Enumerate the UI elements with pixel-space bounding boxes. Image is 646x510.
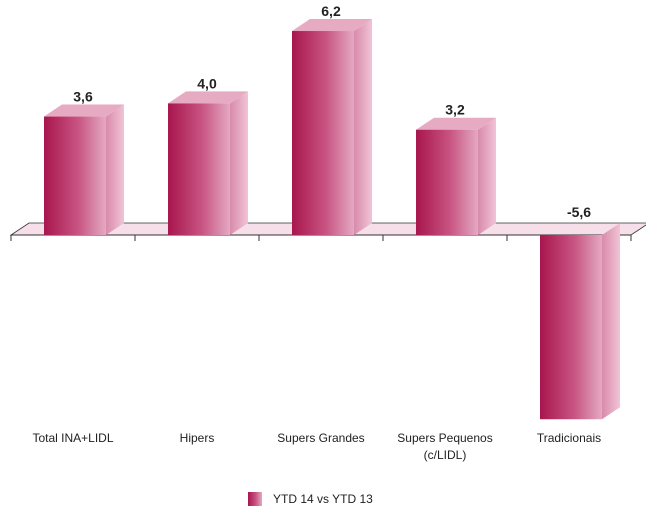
bar bbox=[540, 223, 620, 420]
bar-top bbox=[168, 91, 248, 104]
data-label: -5,6 bbox=[567, 204, 591, 220]
bar-side bbox=[478, 117, 496, 235]
bar-top bbox=[292, 19, 372, 32]
bar-front bbox=[168, 103, 230, 236]
x-tick-label: Hipers bbox=[180, 431, 215, 445]
bar-front bbox=[292, 31, 354, 235]
bar-front bbox=[44, 116, 106, 235]
x-tick-label: Supers Pequenos bbox=[397, 431, 492, 445]
legend-swatch bbox=[248, 492, 262, 506]
bar-side bbox=[106, 104, 124, 235]
bar bbox=[44, 104, 124, 235]
data-label: 3,2 bbox=[445, 102, 465, 118]
x-tick-label: Total INA+LIDL bbox=[32, 431, 113, 445]
bar-side bbox=[230, 91, 248, 236]
bar-top bbox=[416, 117, 496, 130]
legend-label: YTD 14 vs YTD 13 bbox=[273, 492, 373, 506]
data-label: 3,6 bbox=[73, 89, 93, 105]
bar-side bbox=[602, 223, 620, 420]
bar bbox=[168, 91, 248, 236]
bar-front bbox=[540, 235, 602, 420]
data-label: 6,2 bbox=[321, 3, 341, 19]
bar-side bbox=[354, 19, 372, 235]
bar bbox=[292, 19, 372, 235]
bar-top bbox=[44, 104, 124, 117]
bar bbox=[416, 117, 496, 235]
data-label: 4,0 bbox=[197, 75, 217, 91]
x-tick-label: Tradicionais bbox=[537, 431, 601, 445]
bar-front bbox=[416, 129, 478, 235]
legend: YTD 14 vs YTD 13 bbox=[248, 491, 373, 507]
x-tick-label: (c/LIDL) bbox=[424, 448, 467, 462]
x-tick-label: Supers Grandes bbox=[277, 431, 364, 445]
